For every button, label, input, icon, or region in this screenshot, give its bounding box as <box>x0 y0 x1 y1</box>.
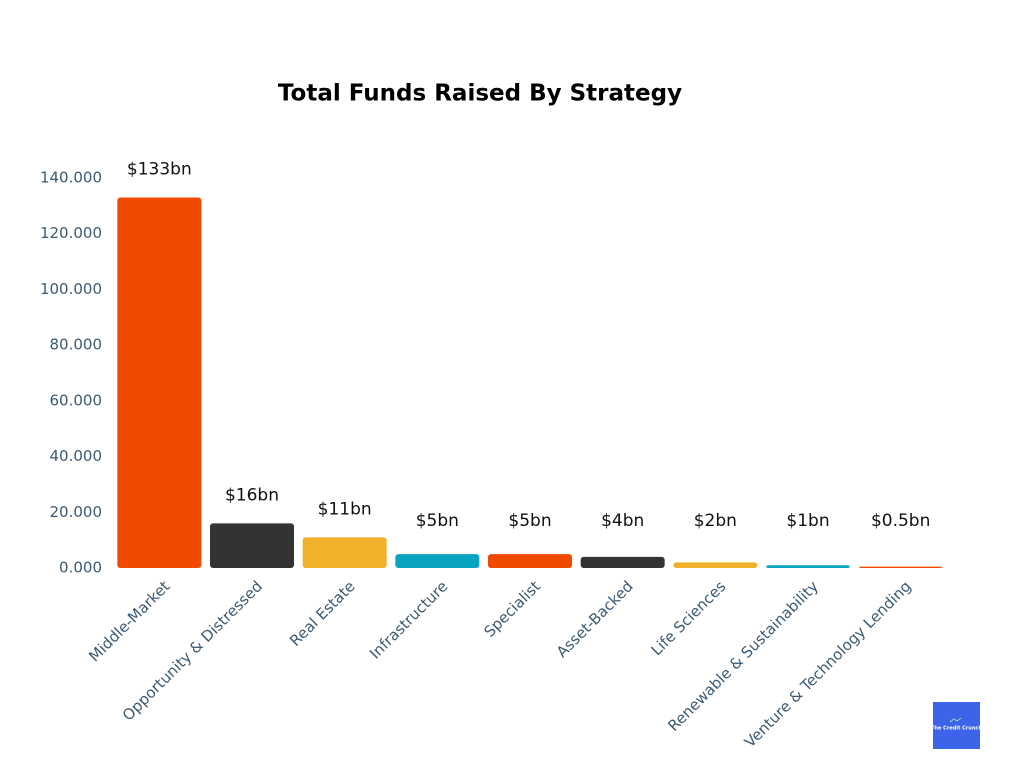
y-tick-label: 0.000 <box>59 559 102 577</box>
bar <box>673 562 758 568</box>
bar <box>488 554 572 568</box>
bar <box>858 566 943 568</box>
value-label: $0.5bn <box>871 511 930 531</box>
value-label: $4bn <box>601 511 644 531</box>
bar <box>302 537 387 568</box>
logo-icon <box>949 717 962 723</box>
value-label: $5bn <box>416 511 459 531</box>
y-tick-label: 20.000 <box>50 503 103 521</box>
y-tick-label: 40.000 <box>50 447 103 465</box>
bar <box>210 523 294 568</box>
bar <box>580 556 665 568</box>
y-tick-label: 100.000 <box>40 280 102 298</box>
y-tick-label: 80.000 <box>50 336 103 354</box>
bar <box>766 565 850 568</box>
y-tick-label: 140.000 <box>40 169 102 187</box>
chart-title: Total Funds Raised By Strategy <box>278 81 682 107</box>
value-label: $11bn <box>318 499 372 519</box>
logo-box <box>933 702 980 749</box>
y-tick-label: 60.000 <box>50 391 103 409</box>
value-label: $2bn <box>694 511 737 531</box>
value-label: $5bn <box>508 511 551 531</box>
logo-text: The Credit Crunch <box>931 726 982 732</box>
y-tick-label: 120.000 <box>40 224 102 242</box>
value-label: $133bn <box>127 160 192 180</box>
value-label: $16bn <box>225 485 279 505</box>
value-label: $1bn <box>786 511 829 531</box>
bar <box>395 554 480 568</box>
bar <box>117 197 202 568</box>
